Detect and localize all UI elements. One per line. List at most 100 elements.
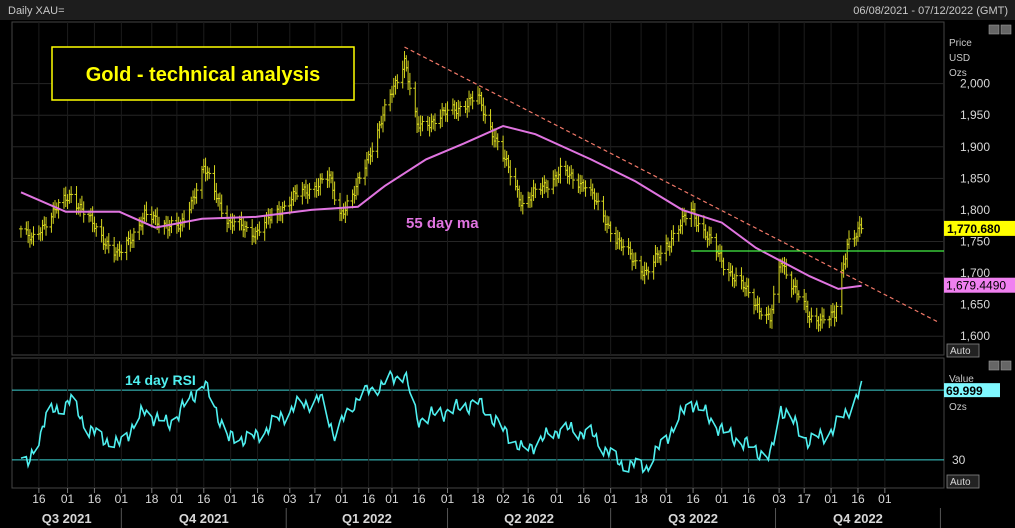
x-tick-label: 16 [32, 492, 46, 506]
price-bar [345, 194, 350, 216]
x-tick-label: 17 [308, 492, 322, 506]
rsi-axis-label-1: Value [949, 374, 974, 385]
price-bar [834, 302, 839, 322]
rsi-y-axis: 30 [952, 453, 966, 467]
quarter-label: Q3 2021 [42, 511, 92, 526]
price-tick-label: 1,700 [960, 266, 990, 280]
price-tick-label: 2,000 [960, 77, 990, 91]
x-tick-label: 01 [335, 492, 349, 506]
price-bar [508, 160, 513, 186]
x-tick-label: 01 [660, 492, 674, 506]
price-bar [458, 101, 463, 117]
price-bar [106, 233, 111, 254]
price-bar [859, 217, 864, 234]
price-bar [44, 216, 49, 236]
price-axis-label-2: USD [949, 53, 970, 64]
x-tick-label: 16 [851, 492, 865, 506]
price-bar [784, 258, 789, 279]
price-tick-label: 1,950 [960, 108, 990, 122]
instrument-label: Daily XAU= [8, 5, 65, 17]
price-autoscale-button[interactable] [946, 343, 980, 358]
rsi-axis-label-3: Ozs [949, 402, 967, 413]
x-tick-label: 03 [772, 492, 786, 506]
price-bar [608, 221, 613, 242]
quarter-label: Q1 2022 [342, 511, 392, 526]
price-bar [119, 244, 124, 261]
rsi-panel-window-buttons[interactable] [988, 360, 1012, 371]
price-bar [257, 221, 262, 237]
price-bar [219, 194, 224, 219]
price-bar [658, 245, 663, 266]
price-bar [69, 186, 74, 204]
price-bar [570, 168, 575, 189]
x-tick-label: 01 [878, 492, 892, 506]
price-bar [94, 223, 99, 237]
x-tick-label: 16 [251, 492, 265, 506]
price-bar [746, 278, 751, 298]
rsi-close-icon[interactable] [1000, 360, 1012, 371]
price-autoscale-label: Auto [950, 346, 971, 357]
rsi-label: 14 day RSI [125, 372, 196, 388]
last-price-label: 1,770.680 [947, 222, 1001, 236]
price-bar [759, 307, 764, 320]
price-panel-window-buttons[interactable] [988, 24, 1012, 35]
price-bar [470, 90, 475, 110]
price-bar [244, 221, 249, 232]
ma-last-value-label: 1,679.4490 [946, 279, 1006, 293]
price-bar [771, 285, 776, 314]
price-bar [31, 226, 36, 246]
price-bar [432, 113, 437, 132]
rsi-autoscale-label: Auto [950, 477, 971, 488]
price-axis-label-3: Ozs [949, 68, 967, 79]
rsi-line [20, 369, 863, 474]
ma-last-value-tag [944, 277, 1015, 293]
close-icon[interactable] [1000, 24, 1012, 35]
price-bar [395, 74, 400, 90]
price-bar [796, 290, 801, 301]
rsi-reference-levels [12, 358, 944, 488]
x-tick-label: 01 [385, 492, 399, 506]
price-bar [545, 180, 550, 198]
ma-label: 55 day ma [406, 215, 479, 232]
price-bar [709, 226, 713, 244]
rsi-tick-label: 30 [952, 453, 966, 467]
x-tick-label: 01 [550, 492, 564, 506]
x-tick-label: 01 [61, 492, 75, 506]
price-tick-label: 1,900 [960, 140, 990, 154]
time-axis-ticks: 16 01 16 01 18 01 16 01 16 03 17 01 16 01 16 01 18 02 16 01… [32, 488, 892, 506]
x-tick-label: 02 [496, 492, 510, 506]
price-bar [18, 225, 23, 238]
x-tick-label: 16 [686, 492, 700, 506]
x-tick-label: 01 [441, 492, 455, 506]
price-bar [357, 171, 362, 184]
price-bar [194, 182, 199, 204]
x-tick-label: 16 [522, 492, 536, 506]
price-bar [734, 267, 739, 287]
x-tick-label: 01 [115, 492, 129, 506]
x-tick-label: 16 [362, 492, 376, 506]
price-bar [370, 142, 375, 163]
price-tick-label: 1,750 [960, 235, 990, 249]
price-bar [721, 257, 726, 276]
x-tick-label: 01 [170, 492, 184, 506]
price-bar [420, 115, 425, 132]
price-bar [696, 215, 701, 233]
header-bar [0, 0, 1015, 20]
x-tick-label: 17 [798, 492, 812, 506]
quarter-label: Q2 2022 [504, 511, 554, 526]
rsi-autoscale-button[interactable] [946, 474, 980, 489]
rsi-restore-icon[interactable] [988, 360, 1000, 371]
x-tick-label: 03 [283, 492, 297, 506]
price-bar [483, 105, 488, 124]
price-bar [533, 183, 538, 199]
rsi-last-value-tag [944, 383, 1000, 398]
price-bar [809, 307, 814, 323]
x-tick-label: 16 [412, 492, 426, 506]
rsi-last-value-label: 69.999 [946, 384, 983, 398]
restore-icon[interactable] [988, 24, 1000, 35]
x-tick-label: 01 [715, 492, 729, 506]
price-bar [382, 99, 387, 122]
price-bar [596, 192, 601, 211]
price-bar [207, 167, 212, 180]
x-tick-label: 01 [824, 492, 838, 506]
